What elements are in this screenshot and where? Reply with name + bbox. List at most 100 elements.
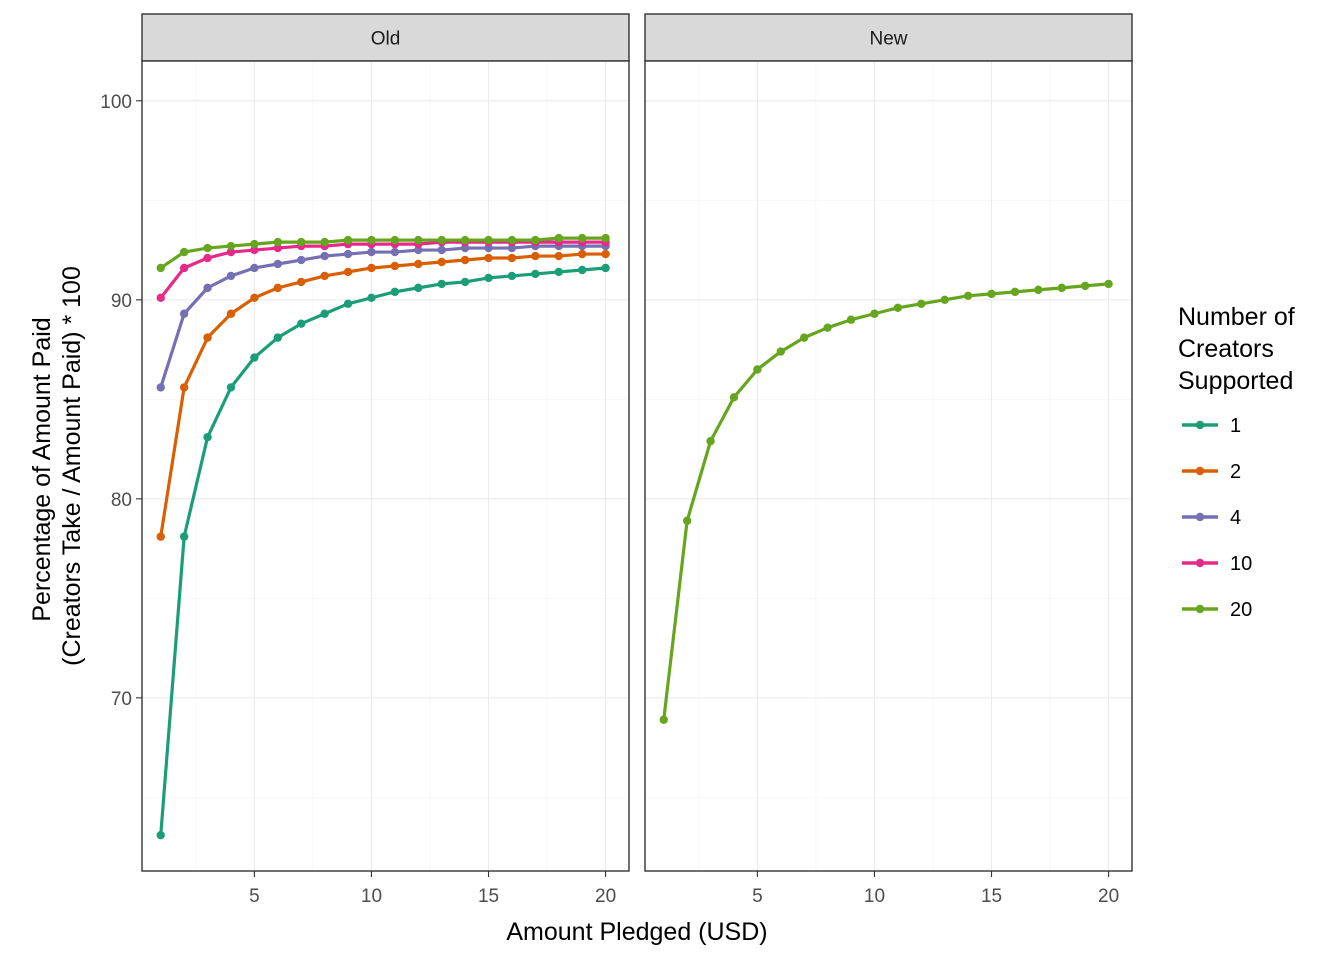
- data-point: [507, 253, 517, 263]
- panel-border: [644, 60, 1133, 872]
- data-point: [577, 265, 587, 275]
- data-point: [507, 243, 517, 253]
- data-point: [250, 245, 259, 255]
- panel-new: New 5 10 15 20: [644, 13, 1133, 907]
- legend-label: 1: [1230, 415, 1241, 437]
- data-point: [156, 830, 165, 840]
- facet-strip-label: Old: [371, 29, 401, 50]
- panel-background: [645, 61, 1132, 871]
- legend-entries: 1 2 4 10 20: [1182, 415, 1252, 621]
- x-tick-label: 5: [249, 886, 260, 907]
- data-point: [203, 432, 212, 442]
- facet-strip: [644, 13, 1133, 62]
- data-point: [484, 235, 493, 245]
- legend-title-line-1: Number of: [1178, 303, 1295, 331]
- data-point: [460, 255, 470, 265]
- data-point: [273, 243, 282, 253]
- legend-key-point: [1195, 420, 1205, 430]
- legend-key-point: [1195, 604, 1205, 614]
- data-point: [367, 293, 376, 303]
- legend: Number of Creators Supported 1 2 4 10 20: [1178, 303, 1295, 621]
- data-point: [297, 277, 306, 287]
- data-point: [870, 309, 879, 318]
- data-point: [460, 277, 470, 287]
- data-point: [226, 241, 236, 251]
- x-tick-label: 10: [361, 886, 382, 907]
- data-point: [203, 253, 212, 263]
- data-point: [367, 235, 376, 245]
- data-point: [753, 365, 762, 374]
- data-point: [1104, 279, 1113, 289]
- data-point: [250, 239, 259, 249]
- data-point: [367, 263, 376, 273]
- data-point: [179, 247, 189, 257]
- data-point: [203, 243, 212, 253]
- legend-title-line-3: Supported: [1178, 367, 1293, 395]
- y-axis-title-line-2: (Creators Take / Amount Paid) * 100: [58, 266, 86, 666]
- x-tick-label: 20: [595, 886, 616, 907]
- data-point: [531, 235, 540, 245]
- facet-strip: [141, 13, 630, 62]
- legend-key-point: [1195, 558, 1205, 568]
- data-point: [414, 259, 423, 269]
- legend-entry-10: 10: [1182, 553, 1252, 575]
- data-point: [203, 333, 212, 342]
- data-point: [320, 309, 329, 318]
- data-point: [601, 263, 610, 273]
- x-tick-label: 10: [864, 886, 885, 907]
- data-point: [531, 269, 540, 279]
- y-tick-label: 70: [111, 689, 132, 710]
- data-point: [554, 267, 563, 277]
- data-point: [343, 267, 353, 277]
- data-point: [1080, 281, 1090, 291]
- data-point: [390, 261, 400, 271]
- data-point: [437, 279, 446, 289]
- data-point: [273, 283, 282, 293]
- data-point: [156, 383, 165, 392]
- legend-entry-20: 20: [1182, 599, 1252, 621]
- data-point: [987, 289, 996, 299]
- data-point: [320, 251, 329, 261]
- legend-entry-2: 2: [1182, 461, 1241, 483]
- series-20: [156, 233, 610, 273]
- data-point: [390, 247, 400, 257]
- data-point: [1034, 285, 1043, 295]
- data-point: [460, 243, 470, 253]
- legend-label: 10: [1230, 553, 1252, 575]
- x-axis-title: Amount Pledged (USD): [506, 918, 767, 946]
- panel-old: Old 5 10 15 20 70 80 90 100: [100, 13, 630, 907]
- series-20: [659, 279, 1113, 724]
- data-point: [367, 247, 376, 257]
- data-point: [846, 315, 856, 324]
- facet-strip-label: New: [869, 29, 907, 50]
- data-point: [156, 263, 165, 273]
- data-point: [179, 532, 189, 541]
- data-point: [343, 235, 353, 245]
- data-point: [484, 253, 493, 263]
- x-tick-label: 15: [478, 886, 499, 907]
- y-tick-label: 100: [100, 92, 132, 113]
- data-point: [250, 353, 259, 362]
- legend-key-point: [1195, 512, 1205, 522]
- data-point: [437, 235, 446, 245]
- data-point: [250, 263, 259, 273]
- x-tick-label: 15: [981, 886, 1002, 907]
- data-point: [917, 299, 926, 309]
- data-point: [156, 532, 165, 541]
- data-point: [484, 243, 493, 253]
- data-point: [226, 271, 236, 281]
- data-point: [297, 237, 306, 247]
- data-point: [226, 247, 236, 257]
- data-point: [179, 309, 189, 318]
- data-point: [601, 249, 610, 259]
- data-point: [893, 303, 903, 312]
- y-tick-label: 80: [111, 490, 132, 511]
- data-point: [531, 251, 540, 261]
- data-point: [729, 393, 739, 402]
- legend-key-point: [1195, 466, 1205, 476]
- series-1: [156, 263, 610, 840]
- data-point: [320, 237, 329, 247]
- panel-background: [142, 61, 629, 871]
- series-2: [156, 249, 610, 541]
